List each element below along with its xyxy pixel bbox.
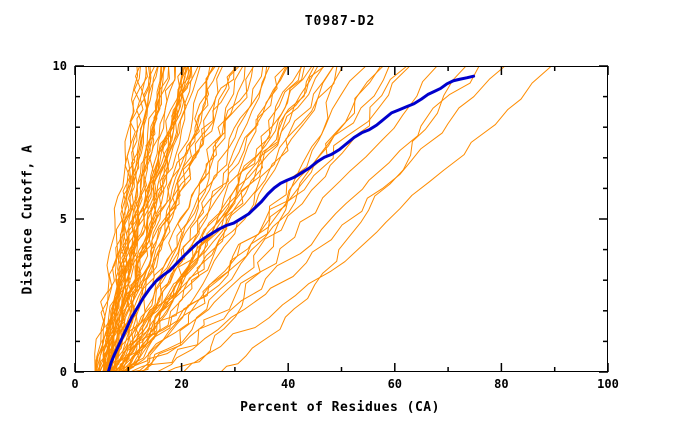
curve bbox=[99, 67, 216, 371]
chart-title: T0987-D2 bbox=[304, 14, 376, 29]
x-tick-label-60: 60 bbox=[387, 377, 403, 391]
curve bbox=[167, 67, 551, 371]
curve bbox=[117, 67, 338, 371]
curve bbox=[108, 67, 141, 371]
x-tick-label-100: 100 bbox=[597, 377, 619, 391]
curve bbox=[107, 67, 334, 371]
plot-curves bbox=[94, 67, 551, 371]
x-tick-label-20: 20 bbox=[174, 377, 189, 391]
x-axis-label: Percent of Residues (CA) bbox=[240, 400, 440, 415]
curve bbox=[109, 67, 214, 371]
curve bbox=[125, 67, 287, 371]
x-tick-label-80: 80 bbox=[494, 377, 509, 391]
curve bbox=[123, 67, 383, 371]
curve bbox=[102, 67, 162, 371]
curve bbox=[131, 67, 381, 371]
curve bbox=[120, 67, 246, 371]
curve bbox=[104, 67, 239, 371]
curve bbox=[112, 67, 410, 371]
y-tick-label-0: 0 bbox=[59, 365, 67, 379]
curve bbox=[119, 67, 288, 371]
curve bbox=[142, 67, 437, 371]
curve bbox=[157, 67, 505, 371]
curve bbox=[124, 67, 390, 371]
curve bbox=[221, 67, 466, 371]
curve bbox=[142, 67, 480, 371]
y-tick-label-5: 5 bbox=[59, 212, 67, 226]
curve bbox=[183, 67, 343, 371]
curve bbox=[111, 67, 324, 371]
curve bbox=[105, 67, 254, 371]
curve bbox=[110, 67, 223, 371]
curve bbox=[95, 67, 139, 371]
curve bbox=[123, 67, 264, 371]
y-tick-label-10: 10 bbox=[52, 59, 67, 73]
plot-area bbox=[75, 66, 608, 372]
y-axis-label: Distance Cutoff, A bbox=[20, 144, 36, 295]
curve bbox=[126, 67, 318, 371]
curve bbox=[111, 67, 189, 371]
curve bbox=[109, 67, 312, 371]
curve bbox=[94, 67, 155, 371]
curve bbox=[103, 67, 186, 371]
curve bbox=[110, 67, 184, 371]
curve bbox=[107, 74, 476, 371]
x-tick-label-0: 0 bbox=[71, 377, 79, 391]
curve bbox=[107, 67, 170, 371]
curve bbox=[138, 67, 407, 371]
x-tick-label-40: 40 bbox=[280, 377, 296, 391]
